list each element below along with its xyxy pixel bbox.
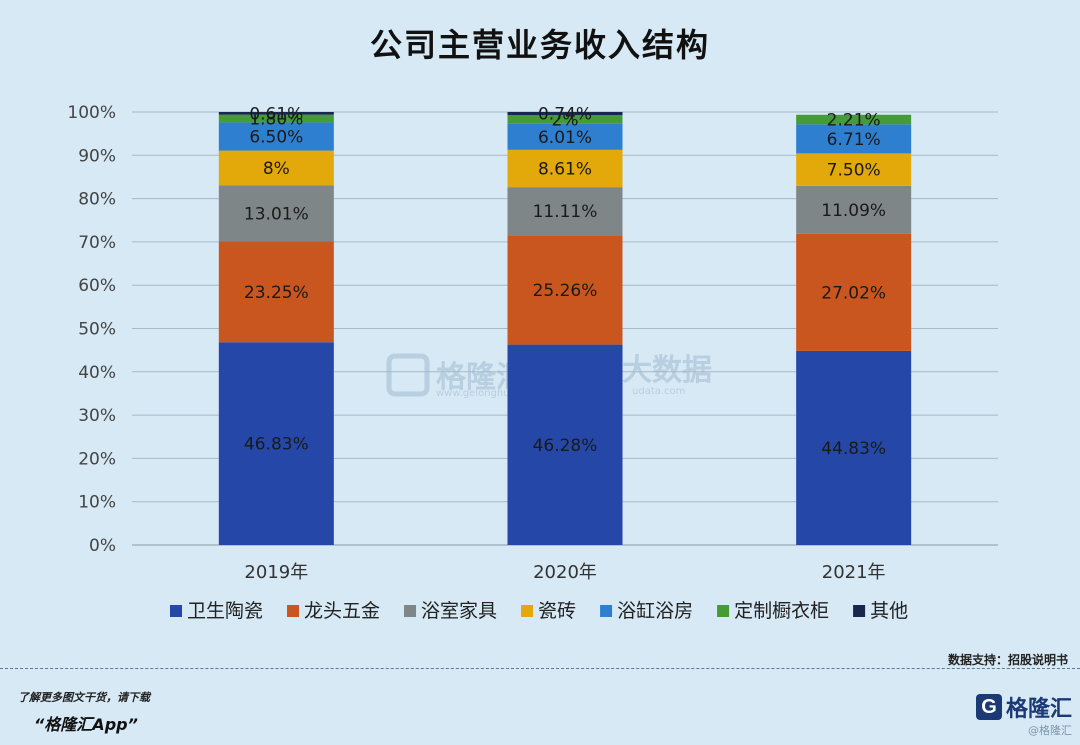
watermark-tail-sub: udata.com	[632, 386, 685, 397]
legend-swatch	[600, 605, 613, 617]
chart-title: 公司主营业务收入结构	[370, 26, 710, 64]
bar-segment	[507, 111, 623, 116]
footer-divider	[0, 668, 1080, 669]
y-tick-label: 60%	[78, 276, 116, 296]
bar-segment	[218, 122, 334, 151]
legend-swatch	[521, 605, 534, 617]
data-label: 23.25%	[244, 283, 309, 303]
x-axis: 2019年 2020年 2021年	[244, 562, 885, 583]
data-label: 6.71%	[827, 130, 881, 150]
bar-segment	[796, 114, 912, 125]
bar-segment	[507, 115, 623, 124]
brand-handle: @格隆汇	[1028, 724, 1072, 737]
data-label: 46.28%	[533, 436, 598, 456]
bar-segment	[796, 153, 912, 186]
bar-segment	[218, 114, 334, 123]
bar-segment	[507, 235, 623, 345]
data-label: 2.21%	[827, 111, 881, 131]
bar-segment	[507, 344, 623, 545]
brand-g-icon: G	[975, 694, 1002, 720]
watermark-tail: 大数据	[622, 353, 712, 388]
app-name: “格隆汇App”	[34, 715, 138, 734]
watermark-brand-sub: www.gelonghui.com	[436, 388, 537, 399]
legend: 卫生陶瓷 龙头五金 浴室家具 瓷砖 浴缸浴房 定制橱衣柜 其他	[170, 600, 908, 622]
data-label: 0.61%	[249, 104, 303, 124]
bar-segment	[796, 124, 912, 154]
y-tick-label: 90%	[78, 146, 116, 166]
bar-segment	[507, 187, 623, 236]
y-tick-label: 0%	[89, 536, 116, 556]
legend-swatch	[287, 605, 300, 617]
bar-segment	[218, 241, 334, 343]
data-label: 11.11%	[533, 202, 598, 222]
data-label: 44.83%	[821, 439, 886, 459]
legend-swatch	[170, 605, 182, 617]
legend-label: 其他	[870, 600, 908, 622]
legend-label: 浴缸浴房	[617, 600, 693, 622]
x-tick-label: 2019年	[244, 562, 308, 583]
y-tick-label: 70%	[78, 233, 116, 253]
bar-segment	[796, 350, 912, 545]
bar-segment	[218, 150, 334, 186]
data-label: 25.26%	[533, 281, 598, 301]
data-label: 8%	[263, 159, 290, 179]
x-tick-label: 2021年	[822, 562, 886, 583]
brand-name: 格隆汇	[1005, 697, 1072, 722]
legend-swatch	[853, 605, 866, 617]
data-label: 13.01%	[244, 204, 309, 224]
source-note: 数据支持：招股说明书	[947, 653, 1068, 667]
data-label: 6.01%	[538, 128, 592, 148]
legend-label: 龙头五金	[304, 600, 380, 622]
bar-segment	[218, 112, 334, 115]
brand-logo: G 格隆汇	[975, 691, 1072, 723]
y-tick-label: 80%	[78, 190, 116, 210]
bar-segment	[507, 149, 623, 188]
x-tick-label: 2020年	[533, 562, 597, 583]
bars: 46.83%23.25%13.01%8%6.50%1.80%0.61%46.28…	[218, 104, 912, 545]
data-label: 2%	[552, 110, 579, 130]
data-label: 27.02%	[821, 283, 886, 303]
data-label: 8.61%	[538, 159, 592, 179]
bar-segment	[796, 233, 912, 351]
y-axis: 0% 10% 20% 30% 40% 50% 60% 70% 80% 90% 100%	[67, 103, 116, 556]
legend-label: 定制橱衣柜	[734, 600, 829, 622]
y-tick-label: 50%	[78, 320, 116, 340]
data-label: 46.83%	[244, 435, 309, 455]
watermark-logo-icon	[386, 353, 430, 397]
y-tick-label: 40%	[78, 363, 116, 383]
legend-label: 浴室家具	[421, 600, 497, 622]
y-tick-label: 20%	[78, 449, 116, 469]
legend-swatch	[717, 605, 730, 617]
data-label: 11.09%	[821, 201, 886, 221]
y-tick-label: 100%	[67, 103, 116, 123]
legend-swatch	[404, 605, 417, 617]
bar-segment	[796, 185, 912, 234]
legend-label: 瓷砖	[538, 600, 576, 622]
data-label: 7.50%	[827, 161, 881, 181]
bar-segment	[218, 185, 334, 242]
bar-segment	[218, 342, 334, 545]
promo-text: 了解更多图文干货，请下载	[18, 691, 150, 704]
bar-segment	[507, 123, 623, 150]
legend-label: 卫生陶瓷	[187, 600, 263, 622]
data-label: 0.74%	[538, 105, 592, 125]
y-tick-label: 10%	[78, 493, 116, 513]
data-label: 6.50%	[249, 128, 303, 148]
y-tick-label: 30%	[78, 406, 116, 426]
